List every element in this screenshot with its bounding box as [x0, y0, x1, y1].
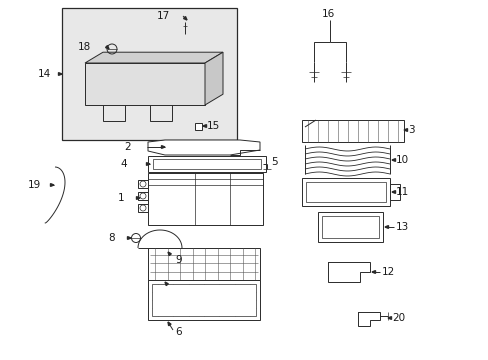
Bar [148, 280, 260, 320]
Polygon shape [387, 316, 391, 319]
Polygon shape [164, 282, 168, 285]
Bar [389, 184, 399, 200]
Text: 7: 7 [172, 285, 178, 295]
Polygon shape [127, 237, 131, 239]
Polygon shape [59, 73, 62, 75]
Polygon shape [403, 129, 407, 131]
Bar [153, 159, 261, 169]
Polygon shape [85, 52, 223, 63]
Polygon shape [371, 271, 375, 273]
Bar [62, 8, 237, 140]
Text: 16: 16 [321, 9, 335, 19]
Bar [302, 120, 403, 142]
Text: 1: 1 [118, 193, 124, 203]
Polygon shape [204, 52, 223, 105]
Bar [321, 216, 378, 238]
Text: 18: 18 [78, 42, 91, 52]
Bar [138, 192, 148, 200]
Bar [148, 156, 265, 172]
Polygon shape [105, 45, 109, 49]
Polygon shape [85, 63, 204, 105]
Bar [152, 284, 256, 316]
Text: 19: 19 [28, 180, 41, 190]
Polygon shape [391, 190, 395, 193]
Text: 20: 20 [391, 313, 404, 323]
Text: 3: 3 [407, 125, 414, 135]
Text: 12: 12 [381, 267, 394, 277]
Bar [148, 173, 263, 225]
Text: 11: 11 [395, 187, 408, 197]
Text: 5: 5 [270, 157, 277, 167]
Text: 4: 4 [120, 159, 126, 169]
Polygon shape [146, 163, 150, 165]
Bar [195, 123, 202, 130]
Polygon shape [136, 197, 140, 199]
Bar [138, 204, 148, 212]
Polygon shape [168, 322, 171, 326]
Polygon shape [391, 159, 395, 161]
Polygon shape [161, 145, 164, 148]
Text: 2: 2 [124, 142, 130, 152]
Text: 9: 9 [175, 255, 181, 265]
Polygon shape [384, 226, 387, 228]
Polygon shape [50, 184, 54, 186]
Polygon shape [183, 17, 186, 20]
Text: 8: 8 [108, 233, 114, 243]
Text: 13: 13 [395, 222, 408, 232]
Bar [305, 182, 385, 202]
Text: 17: 17 [157, 11, 170, 21]
Bar [138, 180, 148, 188]
Text: 14: 14 [38, 69, 51, 79]
Bar [302, 178, 389, 206]
Polygon shape [168, 252, 171, 256]
Bar [317, 212, 382, 242]
Bar [148, 248, 260, 280]
Text: 10: 10 [395, 155, 408, 165]
Text: 15: 15 [206, 121, 220, 131]
Polygon shape [203, 125, 206, 127]
Text: 6: 6 [175, 327, 181, 337]
Polygon shape [148, 140, 260, 155]
